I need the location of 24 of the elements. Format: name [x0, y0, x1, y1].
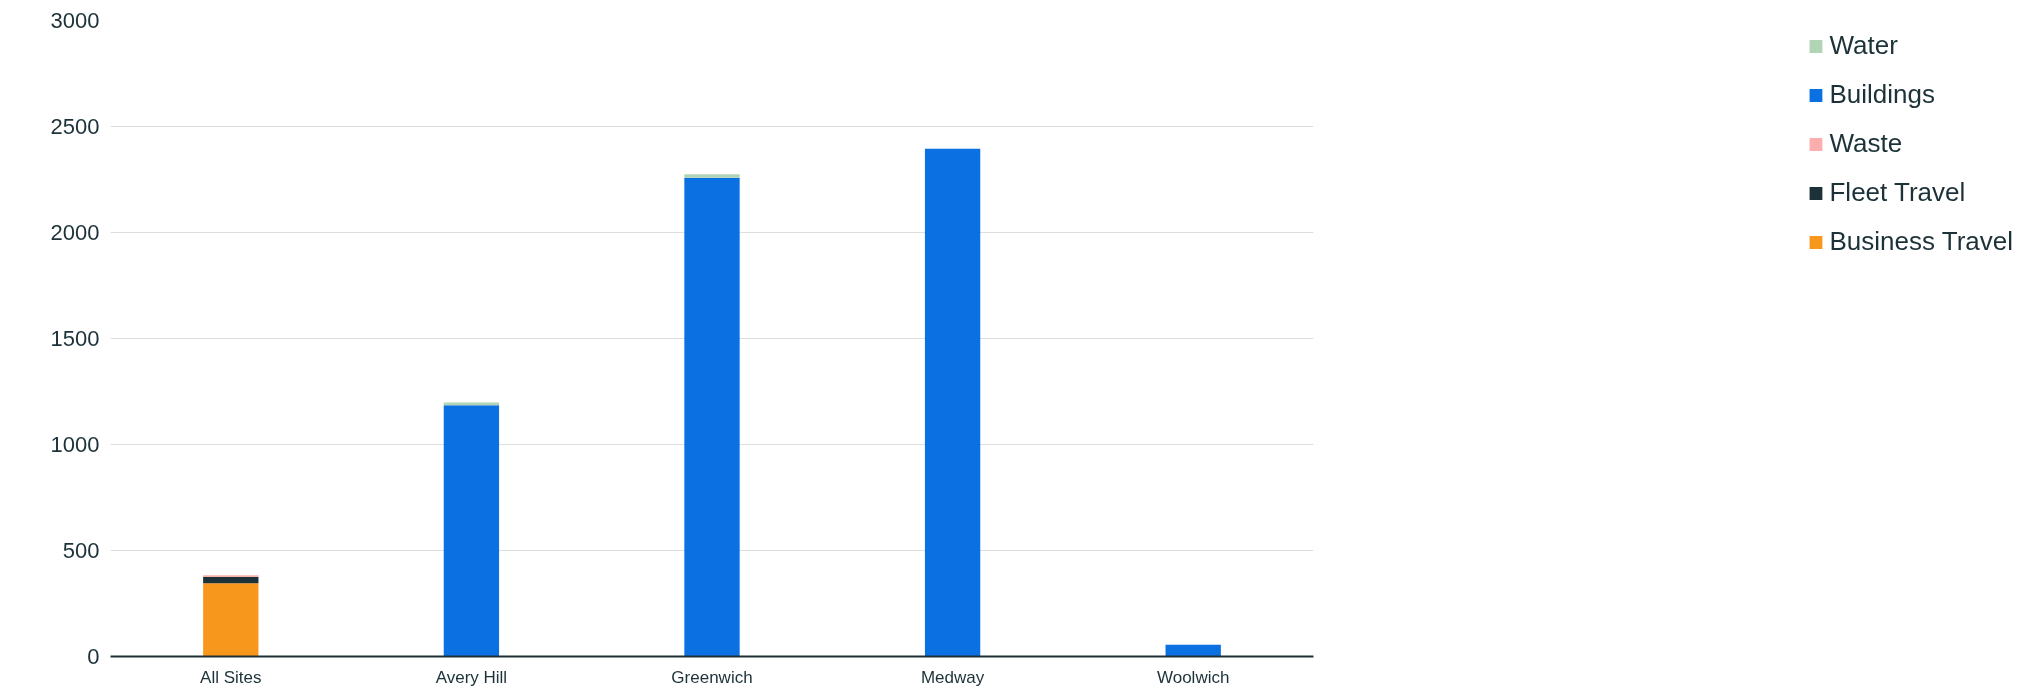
bar	[443, 405, 500, 657]
x-tick-label: Medway	[920, 667, 985, 687]
legend-label: Water	[1829, 30, 1898, 61]
bar	[684, 174, 740, 178]
x-tick-label: Greenwich	[671, 667, 753, 687]
y-tick-label: 1000	[50, 432, 100, 457]
y-tick-label: 2500	[50, 114, 100, 139]
bar	[203, 583, 259, 657]
legend-label: Buildings	[1829, 79, 1935, 110]
legend-label: Business Travel	[1829, 226, 2013, 257]
legend-label: Fleet Travel	[1829, 177, 1966, 208]
y-tick-label: 2000	[50, 220, 100, 245]
x-tick-label: Woolwich	[1156, 667, 1230, 687]
x-tick-label: Avery Hill	[435, 667, 508, 687]
y-tick-label: 3000	[50, 8, 100, 33]
y-tick-label: 0	[87, 644, 100, 669]
legend-label: Waste	[1829, 128, 1903, 159]
y-tick-label: 500	[62, 538, 100, 563]
y-tick-label: 1500	[50, 326, 100, 351]
bar	[924, 148, 981, 657]
bar	[203, 577, 259, 584]
x-tick-label: All Sites	[200, 667, 262, 687]
bar	[1165, 644, 1221, 657]
bar	[684, 177, 740, 657]
